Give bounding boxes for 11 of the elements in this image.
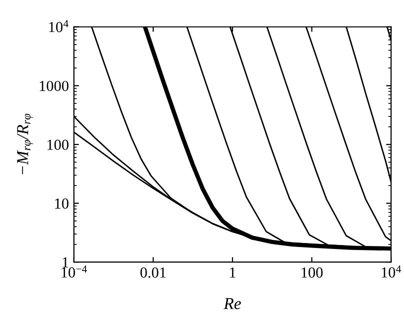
x-tick-label: 0.01 xyxy=(140,267,166,278)
x-tick-label: 10$^{4}$ xyxy=(382,265,402,278)
y-tick-label: 1 xyxy=(62,257,68,268)
x-tick-label: 1 xyxy=(230,267,236,278)
y-axis-title: −M$_{rφ}$/R$_{rφ}$ xyxy=(17,114,33,174)
x-axis-title: Re xyxy=(224,298,241,310)
y-tick-label: 10$^{4}$ xyxy=(49,20,68,32)
x-tick-label: 100 xyxy=(302,267,323,278)
y-tick-label: 1000 xyxy=(40,80,68,92)
y-tick-label: 100 xyxy=(48,140,68,150)
y-tick-label: 10 xyxy=(55,198,68,209)
